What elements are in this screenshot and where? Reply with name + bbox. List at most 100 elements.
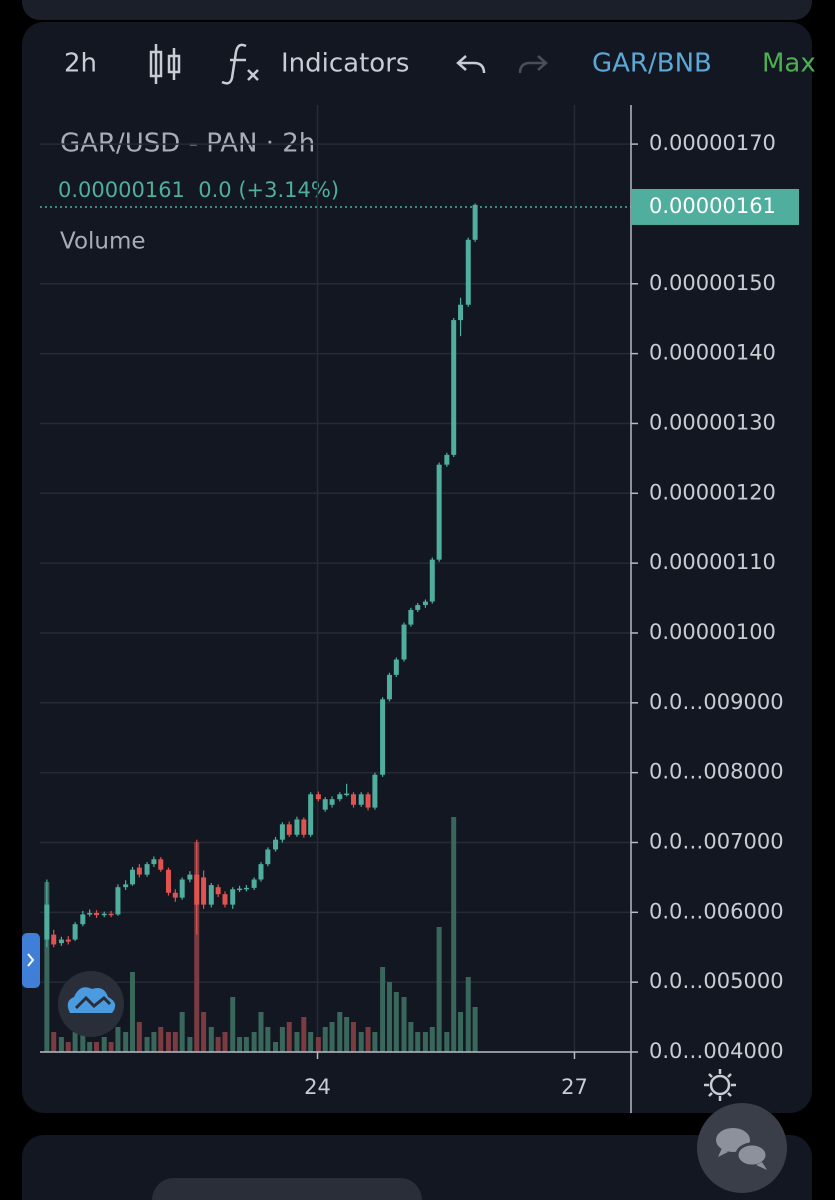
volume-bar	[451, 817, 457, 1052]
volume-bar	[273, 1042, 279, 1052]
candle-body	[380, 699, 386, 775]
candle-body	[80, 914, 86, 925]
candle-body	[123, 884, 129, 888]
range-button[interactable]: Max	[762, 49, 816, 79]
volume-bar	[365, 1027, 371, 1052]
candle-body	[408, 609, 414, 625]
volume-bar	[130, 972, 136, 1052]
candle-body	[108, 913, 114, 916]
candle-body	[130, 869, 136, 885]
volume-bar	[44, 882, 50, 1052]
candle-body	[201, 877, 207, 905]
volume-bar	[329, 1022, 335, 1052]
x-tick-label: 24	[304, 1075, 331, 1099]
candle-body	[279, 824, 285, 840]
y-tick-label: 0.0…008000	[649, 760, 784, 784]
candle-body	[322, 799, 328, 810]
candle-body	[222, 894, 228, 905]
volume-bar	[172, 1032, 178, 1052]
top-panel	[22, 0, 812, 20]
chat-button[interactable]	[697, 1103, 787, 1193]
y-tick-label: 0.0…005000	[649, 969, 784, 993]
redo-icon[interactable]	[518, 55, 548, 74]
candle-body	[294, 819, 300, 835]
candle-body	[337, 794, 343, 800]
volume-bar	[472, 1007, 478, 1052]
candle-body	[429, 559, 435, 602]
candle-body	[194, 874, 200, 905]
plot-area: 0.00000170 0.00000150 0.00000140 0.00000130…	[40, 105, 784, 1099]
volume-bar	[315, 1037, 321, 1052]
volume-bar	[436, 927, 442, 1052]
candle-body	[329, 799, 335, 805]
indicators-icon[interactable]	[221, 43, 259, 85]
candle-body	[72, 924, 78, 940]
candle-body	[358, 794, 364, 805]
volume-bar	[458, 1012, 464, 1052]
candle-body	[365, 794, 371, 808]
y-tick-label: 0.0…009000	[649, 690, 784, 714]
volume-bar	[94, 1042, 100, 1052]
chart-type-icon[interactable]	[149, 44, 181, 84]
candle-body	[115, 887, 121, 915]
y-tick-label: 0.00000170	[649, 131, 776, 155]
candle-body	[158, 859, 164, 870]
chart-panel	[22, 22, 812, 1113]
x-tick-label: 27	[561, 1075, 588, 1099]
indicators-button[interactable]: Indicators	[281, 49, 409, 79]
volume-bar	[208, 1027, 214, 1052]
expand-tab[interactable]	[22, 933, 40, 988]
volume-bar	[465, 977, 471, 1052]
candle-body	[101, 913, 107, 916]
volume-bar	[72, 1032, 78, 1052]
settings-icon[interactable]	[704, 1069, 736, 1101]
volume-bar	[237, 1037, 243, 1052]
volume-bar	[123, 1032, 129, 1052]
y-tick-label: 0.00000120	[649, 480, 776, 504]
volume-bar	[265, 1027, 271, 1052]
candle-body	[386, 674, 392, 700]
y-tick-label: 0.0…007000	[649, 829, 784, 853]
candle-body	[179, 879, 185, 898]
candle-body	[286, 824, 292, 835]
volume-bar	[258, 1012, 264, 1052]
pair-button[interactable]: GAR/BNB	[592, 49, 712, 79]
last-price-label: 0.00000161	[649, 194, 776, 218]
candle-body	[436, 464, 442, 560]
candle-body	[372, 774, 378, 808]
bottom-pill[interactable]	[152, 1178, 422, 1200]
candle-body	[273, 839, 279, 850]
candle-body	[165, 869, 171, 893]
volume-bar	[108, 1042, 114, 1052]
candle-body	[65, 939, 71, 942]
volume-bar	[101, 1037, 107, 1052]
candle-body	[230, 889, 236, 905]
volume-bar	[165, 1032, 171, 1052]
candle-body	[301, 819, 307, 835]
candle-body	[315, 794, 321, 800]
volume-bar	[65, 1042, 71, 1052]
y-tick-label: 0.00000140	[649, 341, 776, 365]
logo-button[interactable]	[58, 971, 124, 1037]
y-tick-label: 0.0…004000	[649, 1039, 784, 1063]
volume-bar	[358, 1032, 364, 1052]
volume-bar	[187, 1037, 193, 1052]
candle-body	[465, 239, 471, 305]
undo-icon[interactable]	[456, 55, 486, 74]
candle-body	[258, 864, 264, 880]
volume-bar	[408, 1022, 414, 1052]
volume-bar	[230, 997, 236, 1052]
candle-body	[444, 454, 450, 465]
candle-body	[243, 887, 249, 890]
candle-body	[344, 793, 350, 796]
candle-body	[172, 892, 178, 898]
candle-body	[350, 794, 356, 805]
candle-body	[136, 867, 142, 875]
volume-bar	[415, 1032, 421, 1052]
volume-bar	[194, 842, 200, 1052]
candle-body	[44, 904, 50, 940]
interval-button[interactable]: 2h	[64, 49, 97, 79]
volume-bar	[393, 992, 399, 1052]
y-tick-label: 0.00000110	[649, 550, 776, 574]
